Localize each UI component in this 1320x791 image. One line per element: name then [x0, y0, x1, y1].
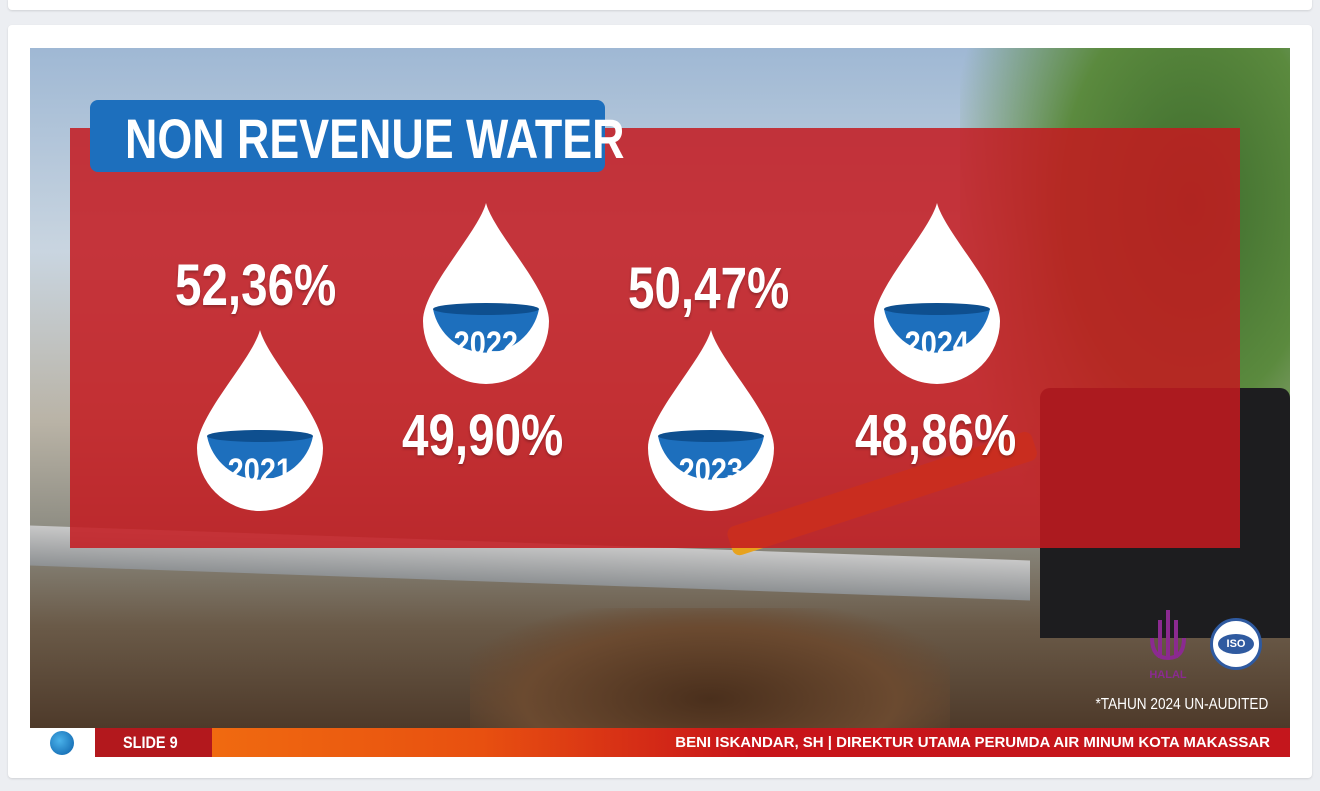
iso-text: ISO [1218, 634, 1254, 654]
water-drop-2022: 2022 [423, 203, 549, 385]
value-2022: 49,90% [402, 403, 564, 468]
audit-note: *TAHUN 2024 UN-AUDITED [1095, 696, 1268, 713]
halal-text: HALAL [1149, 669, 1187, 681]
value-2021: 52,36% [175, 253, 337, 318]
year-label: 2023 [678, 452, 744, 490]
water-drop-2024: 2024 [874, 203, 1000, 385]
pdam-logo-icon [50, 731, 74, 755]
presenter-text: BENI ISKANDAR, SH | DIREKTUR UTAMA PERUM… [675, 734, 1270, 751]
water-drop-2021: 2021 [197, 330, 323, 512]
slide-number-text: SLIDE 9 [123, 733, 178, 752]
slide: NON REVENUE WATER 52,36% 49,90% 50,47% 4… [30, 48, 1290, 757]
halal-logo: HALAL [1148, 608, 1188, 686]
year-label: 2022 [453, 325, 519, 363]
year-label: 2024 [904, 325, 970, 363]
dirt-pile [470, 608, 950, 738]
slide-number: SLIDE 9 [95, 728, 212, 757]
water-drop-2023: 2023 [648, 330, 774, 512]
title-box: NON REVENUE WATER [90, 100, 624, 172]
slide-title: NON REVENUE WATER [125, 107, 625, 170]
presenter-bar: BENI ISKANDAR, SH | DIREKTUR UTAMA PERUM… [212, 728, 1290, 757]
value-2024: 48,86% [855, 403, 1017, 468]
previous-slide-card [8, 0, 1312, 10]
value-2023: 50,47% [628, 256, 790, 321]
year-label: 2021 [227, 452, 293, 490]
iso-logo: ISO [1210, 618, 1262, 670]
slide-footer: SLIDE 9 BENI ISKANDAR, SH | DIREKTUR UTA… [30, 728, 1290, 757]
